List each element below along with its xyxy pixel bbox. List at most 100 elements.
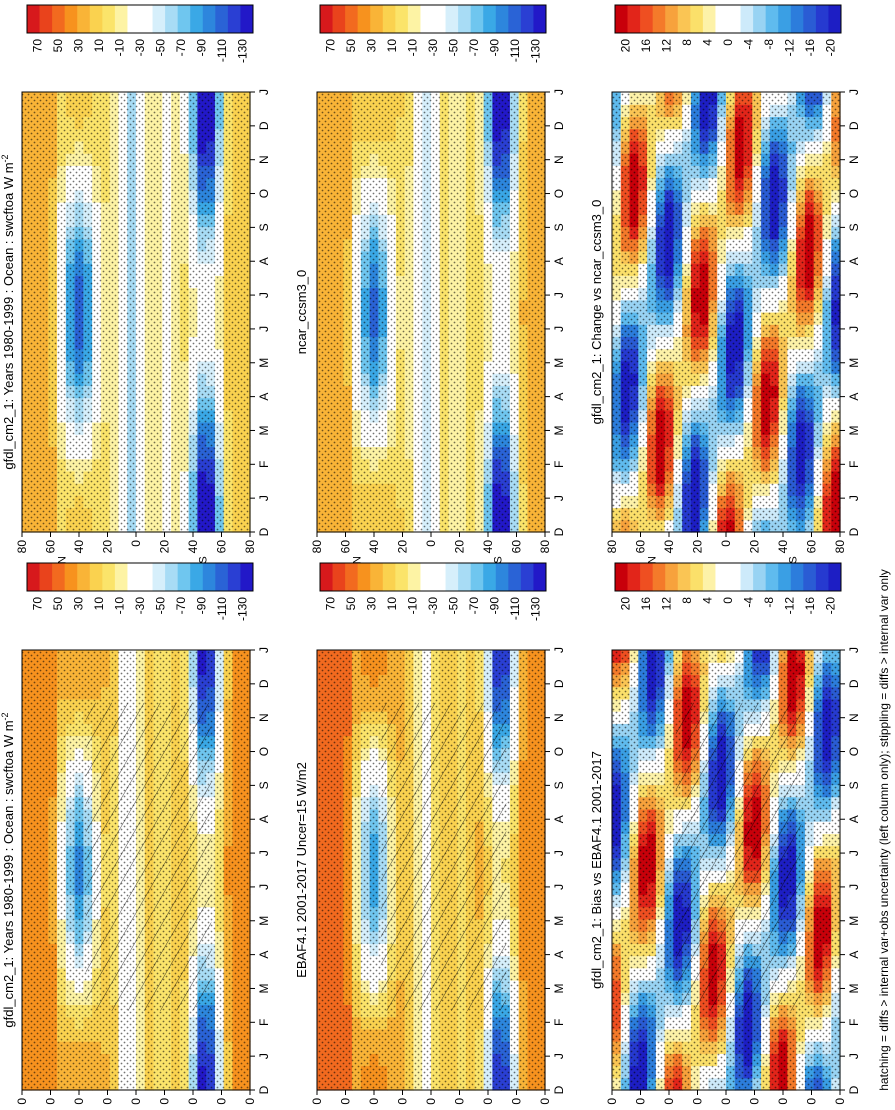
y-tick-label: 20 (396, 540, 410, 554)
y-tick-label: 80 (833, 540, 847, 554)
x-tick-label: M (257, 916, 271, 926)
x-tick-label: A (257, 257, 271, 265)
colorbar-tick-label: -10 (112, 597, 126, 615)
x-tick-label: M (552, 358, 566, 368)
colorbar-tick-label: 10 (92, 597, 106, 611)
colorbar-swatch (27, 5, 40, 33)
colorbar-tick-label: 20 (618, 39, 632, 53)
panel-title: gfdl_cm2_1: Change vs ncar_ccsm3_0 (589, 200, 604, 425)
y-tick-label: 80 (243, 1098, 257, 1105)
colorbar-tick-label: -30 (133, 597, 147, 615)
x-tick-label: D (257, 679, 271, 688)
x-tick-label: J (257, 326, 271, 332)
colorbar-swatch (471, 5, 484, 33)
colorbar-swatch (690, 5, 703, 33)
x-tick-label: J (257, 850, 271, 856)
x-tick-label: S (847, 223, 861, 231)
panel-p1: DJFMAMJJASONDJ80604020020406080NSgfdl_cm… (0, 563, 271, 1105)
x-tick-label: M (552, 425, 566, 435)
colorbar-swatch (240, 563, 253, 591)
y-tick-label: 60 (634, 540, 648, 554)
colorbar-tick-label: 10 (92, 39, 106, 53)
x-tick-label: O (552, 189, 566, 198)
y-tick-label: 60 (44, 1098, 58, 1105)
x-tick-label: A (257, 393, 271, 401)
colorbar-swatch (408, 5, 421, 33)
x-tick-label: A (552, 257, 566, 265)
colorbar-tick-label: 16 (639, 39, 653, 53)
colorbar-swatch (27, 563, 40, 591)
y-tick-label: 0 (129, 1098, 143, 1105)
colorbar-tick-label: 30 (71, 597, 85, 611)
y-tick-label: 40 (481, 540, 495, 554)
y-tick-label: 60 (44, 540, 58, 554)
colorbar-swatch (803, 5, 816, 33)
colorbar-swatch (816, 5, 829, 33)
y-tick-label: 20 (158, 1098, 172, 1105)
y-tick-label: 0 (129, 540, 143, 547)
x-tick-label: A (257, 951, 271, 959)
x-tick-label: J (552, 89, 566, 95)
colorbar-swatch (178, 563, 191, 591)
x-tick-label: F (552, 461, 566, 468)
colorbar-tick-label: -110 (508, 39, 522, 62)
x-tick-label: D (847, 121, 861, 130)
colorbar-tick-label: 4 (700, 39, 714, 46)
y-tick-label: 80 (310, 540, 324, 554)
colorbar-tick-label: -90 (488, 39, 502, 57)
colorbar-swatch (115, 563, 128, 591)
colorbar-swatch (420, 5, 433, 33)
colorbar-swatch (483, 5, 496, 33)
colorbar-swatch (190, 5, 203, 33)
colorbar-swatch (741, 5, 754, 33)
x-tick-label: M (257, 425, 271, 435)
x-tick-label: J (257, 884, 271, 890)
colorbar-swatch (65, 563, 78, 591)
colorbar-tick-label: 10 (385, 39, 399, 53)
colorbar-tick-label: -16 (803, 39, 817, 57)
colorbar-tick-label: 50 (344, 39, 358, 53)
colorbar-swatch (508, 5, 521, 33)
colorbar-swatch (77, 5, 90, 33)
x-tick-label: S (257, 223, 271, 231)
colorbar-swatch (240, 5, 253, 33)
colorbar-tick-label: 8 (680, 39, 694, 46)
stippling-overlay (317, 92, 545, 532)
x-tick-label: M (847, 358, 861, 368)
colorbar-swatch (40, 5, 53, 33)
colorbar-tick-label: -50 (154, 39, 168, 57)
x-tick-label: J (552, 292, 566, 298)
colorbar-swatch (178, 5, 191, 33)
x-tick-label: J (552, 326, 566, 332)
colorbar-swatch (102, 5, 115, 33)
colorbar-swatch (778, 5, 791, 33)
x-tick-label: O (257, 747, 271, 756)
y-tick-label: 0 (424, 540, 438, 547)
y-tick-label: 20 (453, 540, 467, 554)
panel-title: gfdl_cm2_1: Years 1980-1999 : Ocean : sw… (0, 154, 16, 469)
y-tick-label: 80 (15, 540, 29, 554)
x-tick-label: M (847, 425, 861, 435)
panel-title: ncar_ccsm3_0 (294, 270, 309, 355)
colorbar-swatch (40, 563, 53, 591)
colorbar-swatch (533, 5, 546, 33)
y-tick-label: 80 (605, 540, 619, 554)
x-tick-label: A (847, 257, 861, 265)
colorbar-swatch (370, 5, 383, 33)
x-tick-label: M (257, 983, 271, 993)
colorbar-tick-label: -10 (112, 39, 126, 57)
y-tick-label: 40 (186, 540, 200, 554)
colorbar-swatch (320, 5, 333, 33)
x-tick-label: D (257, 527, 271, 536)
colorbar-tick-label: -130 (529, 39, 543, 63)
colorbar-swatch (653, 5, 666, 33)
colorbar-tick-label: -50 (447, 39, 461, 57)
colorbar-tick-label: -110 (215, 39, 229, 62)
colorbar-swatch (640, 5, 653, 33)
colorbar-swatch (228, 5, 241, 33)
colorbar-tick-label: -8 (762, 39, 776, 50)
y-tick-label: 60 (510, 540, 524, 554)
